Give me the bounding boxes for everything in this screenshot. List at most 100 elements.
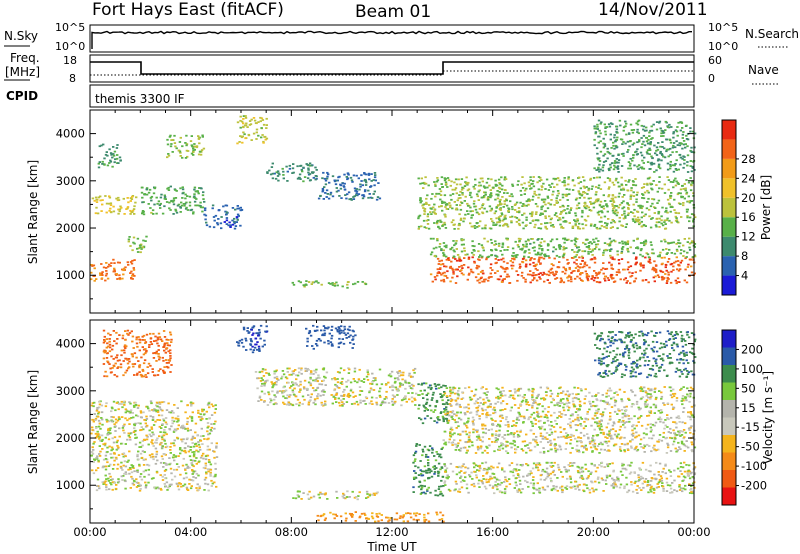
heatmap-cell xyxy=(503,176,507,179)
heatmap-cell xyxy=(612,200,615,202)
heatmap-cell xyxy=(494,224,497,226)
heatmap-cell xyxy=(593,257,596,260)
heatmap-cell xyxy=(631,143,634,146)
heatmap-cell xyxy=(618,220,621,223)
heatmap-cell xyxy=(540,256,543,259)
heatmap-cell xyxy=(440,248,443,250)
heatmap-cell xyxy=(574,255,577,258)
heatmap-cell xyxy=(346,172,350,175)
heatmap-cell xyxy=(197,474,200,477)
heatmap-cell xyxy=(660,153,664,155)
heatmap-cell xyxy=(129,261,133,263)
heatmap-cell xyxy=(352,396,355,398)
heatmap-cell xyxy=(654,264,658,267)
heatmap-cell xyxy=(669,210,672,213)
heatmap-cell xyxy=(423,519,426,521)
heatmap-cell xyxy=(690,170,694,173)
heatmap-cell xyxy=(113,150,117,153)
heatmap-cell xyxy=(426,459,430,461)
heatmap-cell xyxy=(276,170,280,173)
heatmap-cell xyxy=(257,333,261,336)
heatmap-cell xyxy=(435,192,438,195)
heatmap-cell xyxy=(345,337,348,339)
heatmap-cell xyxy=(590,242,594,245)
heatmap-cell xyxy=(188,466,191,469)
heatmap-cell xyxy=(112,258,115,261)
heatmap-cell xyxy=(209,471,212,474)
heatmap-cell xyxy=(146,372,150,375)
heatmap-cell xyxy=(651,202,654,205)
heatmap-cell xyxy=(156,411,160,413)
heatmap-cell xyxy=(307,171,310,174)
heatmap-cell xyxy=(441,475,445,478)
heatmap-cell xyxy=(660,256,664,259)
heatmap-cell xyxy=(533,274,537,277)
heatmap-cell xyxy=(461,239,464,241)
heatmap-cell xyxy=(437,271,440,274)
heatmap-cell xyxy=(180,204,184,207)
heatmap-cell xyxy=(242,122,245,125)
heatmap-cell xyxy=(294,497,298,500)
heatmap-cell xyxy=(117,416,121,418)
heatmap-cell xyxy=(90,454,93,457)
heatmap-cell xyxy=(635,194,639,196)
heatmap-cell xyxy=(115,274,118,276)
heatmap-cell xyxy=(323,332,327,335)
heatmap-cell xyxy=(642,194,645,196)
heatmap-cell xyxy=(133,423,136,426)
heatmap-cell xyxy=(555,238,559,241)
heatmap-cell xyxy=(431,448,434,451)
heatmap-cell xyxy=(551,224,555,226)
heatmap-cell xyxy=(495,249,498,251)
heatmap-cell xyxy=(146,424,149,427)
heatmap-cell xyxy=(439,194,443,196)
heatmap-cell xyxy=(259,120,262,123)
heatmap-cell xyxy=(451,193,455,195)
heatmap-cell xyxy=(629,195,632,198)
heatmap-cell xyxy=(522,203,525,205)
heatmap-cell xyxy=(161,445,164,448)
heatmap-cell xyxy=(337,326,340,328)
heatmap-cell xyxy=(582,185,586,188)
heatmap-cell xyxy=(234,225,238,227)
heatmap-cell xyxy=(115,147,119,149)
heatmap-cell xyxy=(472,249,476,252)
heatmap-cell xyxy=(365,517,368,520)
heatmap-cell xyxy=(649,182,652,185)
heatmap-cell xyxy=(516,254,519,256)
heatmap-cell xyxy=(496,221,499,224)
heatmap-cell xyxy=(665,248,668,250)
heatmap-cell xyxy=(91,426,94,429)
heatmap-cell xyxy=(437,470,440,473)
heatmap-cell xyxy=(470,270,473,273)
heatmap-cell xyxy=(650,125,653,128)
heatmap-cell xyxy=(418,513,421,515)
heatmap-cell xyxy=(149,337,153,340)
heatmap-cell xyxy=(319,194,322,197)
heatmap-cell xyxy=(156,338,160,341)
heatmap-cell xyxy=(496,204,500,207)
heatmap-cell xyxy=(326,327,329,330)
heatmap-cell xyxy=(316,514,319,517)
heatmap-cell xyxy=(92,449,95,451)
heatmap-cell xyxy=(496,278,500,281)
heatmap-cell xyxy=(439,468,442,471)
heatmap-cell xyxy=(651,157,654,159)
heatmap-cell xyxy=(656,159,660,162)
heatmap-cell xyxy=(441,263,445,265)
heatmap-cell xyxy=(384,396,388,398)
heatmap-cell xyxy=(567,177,570,180)
heatmap-cell xyxy=(602,272,605,275)
heatmap-cell xyxy=(168,359,172,361)
heatmap-cell xyxy=(275,171,278,174)
heatmap-cell xyxy=(586,279,590,282)
heatmap-cell xyxy=(120,403,123,405)
heatmap-cell xyxy=(179,473,182,476)
heatmap-cell xyxy=(121,427,125,429)
heatmap-cell xyxy=(135,356,138,359)
heatmap-cell xyxy=(534,223,537,226)
heatmap-cell xyxy=(161,475,164,478)
heatmap-cell xyxy=(469,192,472,194)
heatmap-cell xyxy=(599,168,602,171)
heatmap-cell xyxy=(530,215,533,218)
